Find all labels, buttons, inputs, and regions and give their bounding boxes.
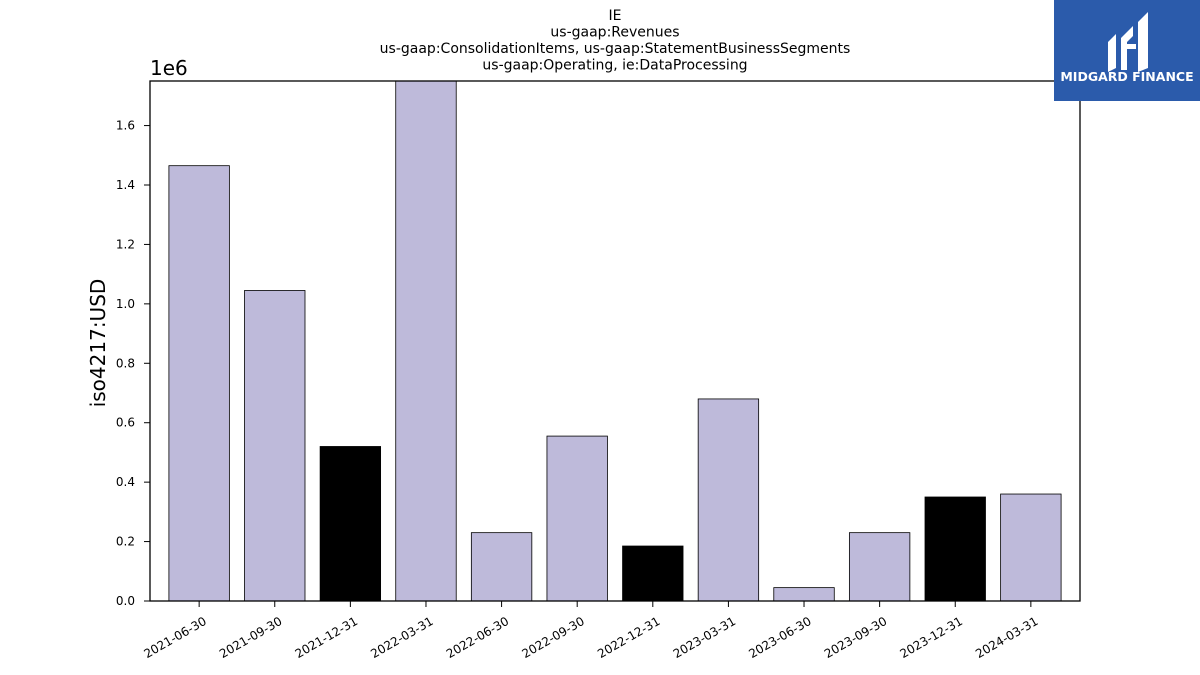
title-line: us-gaap:ConsolidationItems, us-gaap:Stat… bbox=[380, 41, 851, 57]
bar bbox=[470, 532, 533, 602]
y-tick-label: 0.4 bbox=[116, 475, 135, 489]
bar bbox=[168, 165, 230, 602]
y-tick-label: 0.2 bbox=[116, 535, 135, 549]
x-tick-label: 2022-03-31 bbox=[368, 614, 435, 661]
bar bbox=[244, 290, 306, 602]
y-offset-label: 1e6 bbox=[150, 56, 188, 80]
midgard-finance-logo: MIDGARD FINANCE bbox=[1054, 0, 1200, 101]
y-tick-label: 1.2 bbox=[116, 237, 135, 251]
y-tick-label: 0.8 bbox=[116, 356, 135, 370]
y-tick-label: 1.0 bbox=[116, 297, 135, 311]
y-tick-label: 0.6 bbox=[116, 416, 135, 430]
bar bbox=[395, 80, 457, 602]
x-tick-label: 2021-06-30 bbox=[141, 614, 208, 661]
y-tick-label: 0.0 bbox=[116, 594, 135, 608]
y-axis: 0.0 0.2 0.4 0.6 0.8 1.0 1.2 1.4 1.6 bbox=[116, 119, 150, 608]
x-tick-label: 2021-12-31 bbox=[293, 614, 360, 661]
x-tick-label: 2022-12-31 bbox=[595, 614, 662, 661]
bar bbox=[622, 545, 684, 602]
logo-text: MIDGARD FINANCE bbox=[1060, 69, 1193, 84]
plot-frame bbox=[149, 80, 1081, 602]
y-tick-label: 1.6 bbox=[116, 119, 135, 133]
bar bbox=[697, 398, 760, 602]
x-tick-label: 2023-09-30 bbox=[822, 614, 889, 661]
logo-mark-icon bbox=[1108, 12, 1148, 72]
bar bbox=[546, 435, 608, 602]
x-tick-label: 2024-03-31 bbox=[973, 614, 1040, 661]
bar bbox=[848, 532, 911, 602]
bars bbox=[168, 80, 1062, 602]
x-tick-label: 2021-09-30 bbox=[217, 614, 284, 661]
x-tick-label: 2022-09-30 bbox=[519, 614, 586, 661]
bar bbox=[924, 496, 986, 602]
bar bbox=[1000, 493, 1062, 602]
y-tick-label: 1.4 bbox=[116, 178, 135, 192]
bar bbox=[773, 587, 835, 602]
x-tick-label: 2023-06-30 bbox=[746, 614, 813, 661]
x-tick-label: 2023-03-31 bbox=[671, 614, 738, 661]
bar bbox=[319, 446, 382, 602]
x-tick-label: 2023-12-31 bbox=[898, 614, 965, 661]
x-axis: 2021-06-30 2021-09-30 2021-12-31 2022-03-31… bbox=[141, 601, 1041, 661]
title-line: us-gaap:Operating, ie:DataProcessing bbox=[482, 58, 747, 74]
title-line: us-gaap:Revenues bbox=[550, 25, 679, 41]
y-axis-label: iso4217:USD bbox=[86, 279, 110, 408]
chart-title: IEus-gaap:Revenuesus-gaap:ConsolidationI… bbox=[380, 8, 851, 74]
x-tick-label: 2022-06-30 bbox=[444, 614, 511, 661]
title-line: IE bbox=[609, 8, 622, 24]
